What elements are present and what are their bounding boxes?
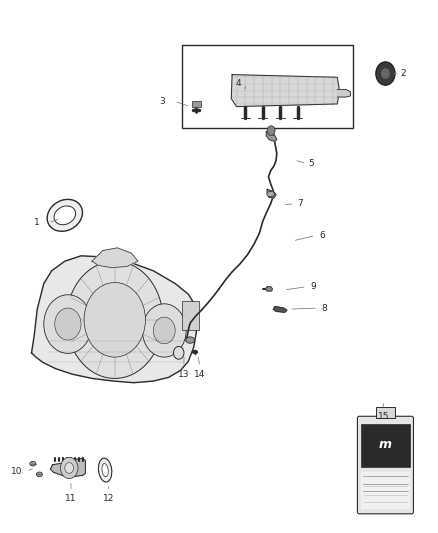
Circle shape (84, 282, 145, 357)
Bar (182, 301, 199, 330)
Polygon shape (50, 458, 85, 477)
Text: 11: 11 (65, 495, 77, 503)
Circle shape (267, 126, 275, 135)
Polygon shape (32, 256, 197, 383)
Circle shape (376, 62, 395, 85)
Ellipse shape (36, 472, 42, 477)
Text: 13: 13 (178, 370, 190, 378)
Bar (361, 424, 410, 467)
Text: 14: 14 (194, 370, 205, 378)
Bar (361, 472, 410, 509)
Polygon shape (231, 75, 339, 107)
Text: 9: 9 (310, 282, 316, 291)
Text: 12: 12 (103, 495, 114, 503)
Bar (376, 407, 395, 418)
Polygon shape (266, 132, 277, 141)
Ellipse shape (30, 461, 36, 466)
Circle shape (67, 261, 163, 378)
Circle shape (381, 68, 390, 79)
Circle shape (173, 346, 184, 359)
Ellipse shape (102, 464, 108, 477)
Text: 7: 7 (297, 199, 303, 208)
Polygon shape (267, 189, 276, 198)
Bar (192, 101, 201, 107)
Text: 4: 4 (236, 79, 241, 88)
Ellipse shape (54, 206, 76, 225)
Text: 8: 8 (321, 304, 327, 312)
Polygon shape (92, 248, 138, 268)
Text: 10: 10 (11, 467, 22, 475)
Ellipse shape (267, 191, 275, 197)
Polygon shape (265, 287, 272, 291)
Circle shape (55, 308, 81, 340)
Ellipse shape (47, 199, 82, 231)
Text: 15: 15 (378, 413, 389, 421)
Text: m: m (379, 438, 392, 451)
Circle shape (153, 317, 175, 344)
Circle shape (65, 463, 74, 473)
Text: 2: 2 (400, 69, 406, 78)
Bar (182, 45, 353, 128)
Ellipse shape (99, 458, 112, 482)
FancyBboxPatch shape (357, 416, 413, 514)
Ellipse shape (186, 337, 194, 343)
Polygon shape (273, 306, 287, 312)
Text: 5: 5 (308, 159, 314, 168)
Circle shape (142, 304, 186, 357)
Text: 3: 3 (159, 97, 165, 106)
Polygon shape (337, 90, 350, 97)
Text: 1: 1 (34, 219, 40, 227)
Circle shape (44, 295, 92, 353)
Text: 6: 6 (319, 231, 325, 240)
Circle shape (60, 457, 78, 479)
